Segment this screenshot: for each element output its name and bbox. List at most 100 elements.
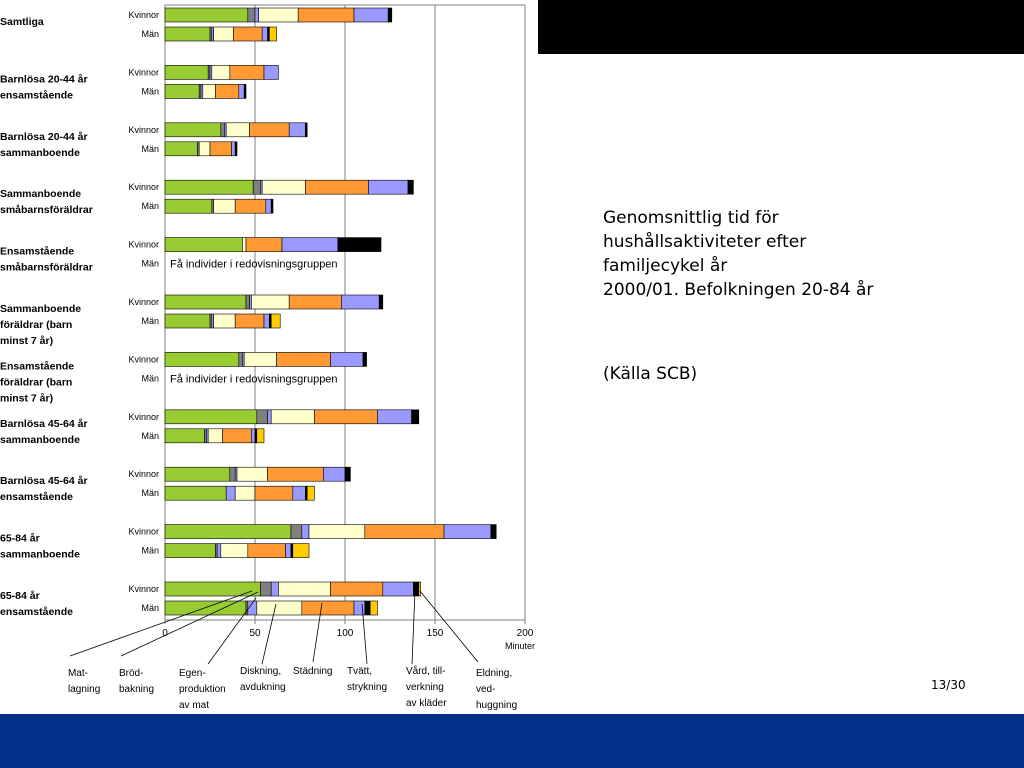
bar-segment [288,122,306,138]
bar-segment [353,600,366,616]
bar-segment [258,7,299,23]
bar-note: Få individer i redovisningsgruppen [170,259,338,271]
bar-segment [260,581,272,597]
bar-segment [263,65,279,80]
bar-segment [245,294,250,310]
bar-segment [382,581,414,597]
bar-segment [407,179,414,195]
legend-leader-line [120,591,259,657]
group-label: Barnlösa 20-44 år [0,131,88,143]
sex-label: Kvinnor [128,469,159,479]
bar-segment [164,485,227,501]
group-label: ensamstående [0,89,73,101]
bar-segment [225,485,236,501]
bar-segment [222,428,252,444]
group-label: Barnlösa 45-64 år [0,418,88,430]
sex-label: Kvinnor [128,412,159,422]
bar-segment [254,7,259,23]
legend-leader-line [361,603,368,665]
page-number: 13/30 [931,678,966,692]
x-tick-label: 200 [517,628,534,639]
sex-label: Kvinnor [128,67,159,77]
bar-segment [164,352,240,367]
bar-segment [378,294,384,310]
bar-segment [330,581,384,597]
bar-segment [261,26,268,42]
bar-segment [306,485,315,501]
group-label: ensamstående [0,606,73,618]
group-label: ensamstående [0,491,73,503]
bar-segment [377,409,412,425]
bar-segment [256,409,268,425]
bar-segment [270,409,315,425]
group-label: 65-84 år [0,533,40,545]
group-label: 65-84 år [0,590,40,602]
bar-segment [267,409,272,425]
caption-line: Genomsnittlig tid för [603,208,779,228]
legend-leader-line [261,603,277,665]
bar-segment [164,466,231,482]
bar-segment [261,179,306,195]
legend-label: Egen-produktion av mat [179,668,226,711]
bar-segment [198,141,211,157]
bar-segment [256,600,303,616]
bar-segment [229,466,236,482]
bar-segment [164,141,198,157]
bar-segment [164,294,247,310]
group-label: småbarnsföräldrar [0,262,93,274]
bar-segment [164,409,258,425]
bar-segment [251,428,256,444]
legend-label: Tvätt, strykning [347,666,387,693]
sex-label: Män [141,488,159,498]
sex-label: Män [141,546,159,556]
bar-segment [234,141,238,157]
sex-label: Män [141,259,159,269]
bar-segment [202,84,216,99]
bar-segment [418,581,421,597]
group-label: Barnlösa 45-64 år [0,475,88,487]
bar-segment [236,466,268,482]
group-label: minst 7 år) [0,335,53,347]
x-tick-label: 50 [249,628,261,639]
bar-segment [164,7,249,23]
bar-segment [269,26,277,42]
bar-segment [209,141,232,157]
bar-segment [249,122,290,138]
bar-segment [242,237,247,252]
bar-segment [276,352,331,367]
bar-segment [164,313,211,329]
group-label: minst 7 år) [0,392,53,404]
bar-segment [164,237,243,252]
x-tick-label: 150 [427,628,444,639]
legend-leader-line [411,590,416,665]
bar-segment [229,65,265,80]
bar-segment [164,122,222,138]
group-label: Sammanboende [0,188,81,200]
bar-segment [164,179,254,195]
chart: 0 50 100 150 200 Minuter Samtliga Kvinnor Män Bar… [0,4,535,711]
bar-segment [164,84,200,99]
bar-segment [330,352,364,367]
bar-segment [344,466,351,482]
bar-segment [251,294,290,310]
bar-segment [233,26,263,42]
caption-line: 2000/01. Befolkningen 20-84 år [603,280,874,300]
bar-segment [247,543,286,558]
sex-label: Män [141,431,159,441]
bar-segment [490,524,497,539]
bar-segment [243,84,247,99]
bar-segment [267,466,324,482]
bar-segment [413,581,420,597]
bar-segment [301,600,355,616]
caption-line: hushållsaktiviteter efter [603,232,807,252]
bar-segment [243,352,277,367]
bar-segment [323,466,346,482]
group-label: Barnlösa 20-44 år [0,73,88,85]
legend-leader-line [312,602,323,663]
bar-segment [215,84,240,99]
legend-label: Städning [293,666,332,677]
bar-segment [164,524,292,539]
bar-segment [211,65,231,80]
bar-segment [270,581,279,597]
legend-leader-line [207,597,257,665]
